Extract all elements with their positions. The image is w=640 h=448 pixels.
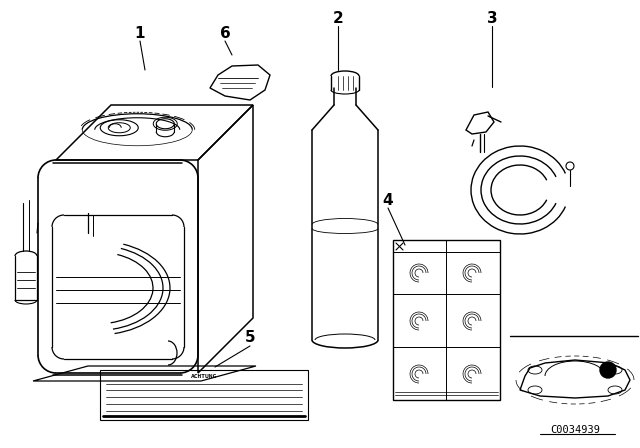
Text: 2: 2: [333, 10, 344, 26]
Text: 1: 1: [135, 26, 145, 40]
Text: 5: 5: [244, 331, 255, 345]
Circle shape: [600, 362, 616, 378]
Text: 3: 3: [486, 10, 497, 26]
Text: C0034939: C0034939: [550, 425, 600, 435]
Text: 6: 6: [220, 26, 230, 40]
Text: ACHTUNG: ACHTUNG: [191, 375, 217, 379]
Text: 4: 4: [383, 193, 394, 207]
